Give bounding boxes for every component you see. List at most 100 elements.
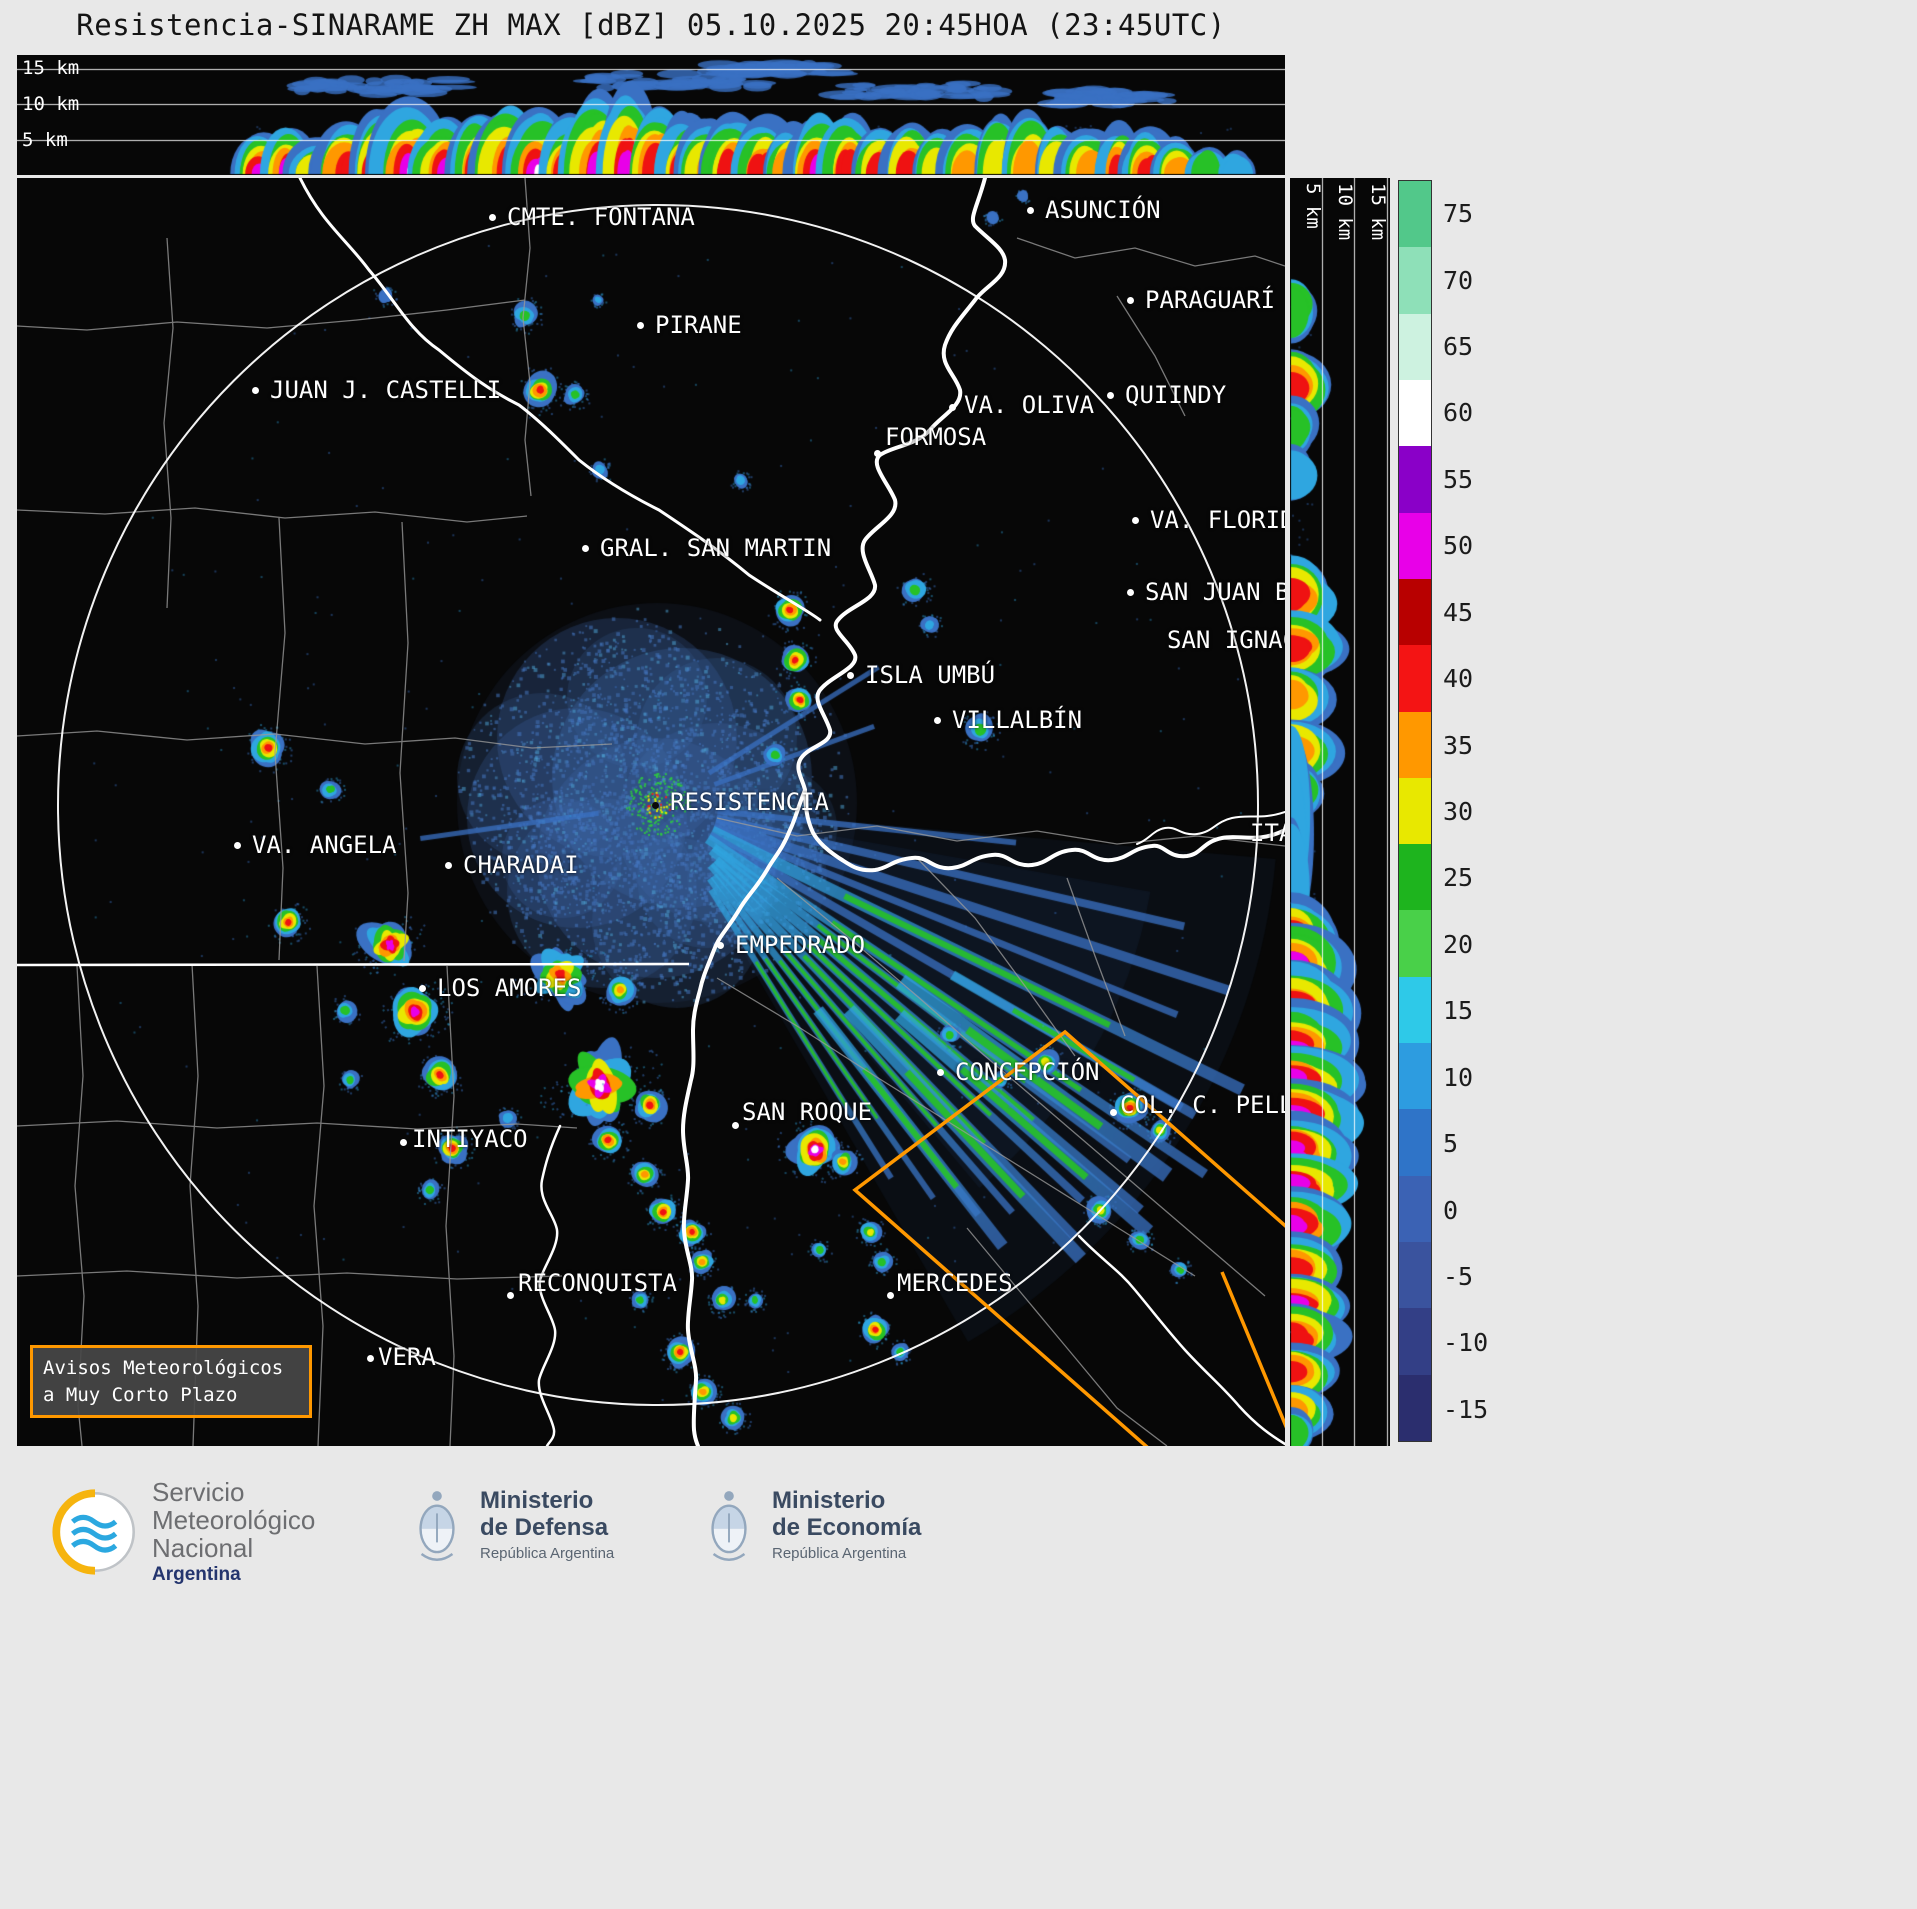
city-dot	[873, 449, 881, 457]
colorbar-tick: 65	[1443, 332, 1474, 362]
city-dot	[651, 801, 659, 809]
economia-sub: República Argentina	[772, 1545, 907, 1563]
city-label: VA. FLORIDA	[1150, 506, 1285, 534]
height-label-5km-right: 5 km	[1302, 183, 1324, 229]
colorbar-tick: 25	[1443, 863, 1474, 893]
province-border-line	[17, 962, 690, 967]
warning-legend-line-1: Avisos Meteorológicos	[43, 1357, 284, 1379]
colorbar-segment	[1399, 578, 1431, 646]
height-label-10km-right: 10 km	[1334, 183, 1356, 241]
city-label: JUAN J. CASTELLI	[270, 376, 502, 404]
colorbar-segment	[1399, 379, 1431, 447]
colorbar-segment	[1399, 313, 1431, 380]
city-label: LOS AMORES	[437, 974, 582, 1002]
city-dot	[846, 671, 854, 679]
city-label: VA. ANGELA	[252, 831, 397, 859]
city-dot	[936, 1068, 944, 1076]
city-dot	[418, 984, 426, 992]
coat-of-arms-icon	[419, 1491, 455, 1562]
colorbar-tick: 30	[1443, 797, 1474, 826]
colorbar-tick: 40	[1443, 664, 1474, 694]
colorbar-tick: 55	[1443, 464, 1474, 494]
city-dot	[233, 841, 241, 849]
ministerio-economia-block: Ministerio de Economía República Argenti…	[700, 1484, 921, 1566]
colorbar-segment	[1399, 1308, 1431, 1375]
city-label: PARAGUARÍ	[1145, 286, 1276, 314]
city-label: CONCEPCIÓN	[955, 1058, 1100, 1086]
city-label: VILLALBÍN	[952, 706, 1083, 734]
smn-line-1: Servicio	[152, 1477, 245, 1507]
city-label: RECONQUISTA	[518, 1269, 677, 1297]
height-label-15km: 15 km	[22, 57, 80, 79]
city-label: GRAL. SAN MARTIN	[600, 534, 832, 562]
height-label-15km-right: 15 km	[1367, 183, 1389, 241]
warning-polygon	[852, 1029, 1285, 1446]
colorbar-segment	[1399, 181, 1431, 248]
height-label-5km: 5 km	[22, 129, 68, 151]
ministerio-economia-text: Ministerio de Economía República Argenti…	[772, 1487, 922, 1563]
city-label: ASUNCIÓN	[1045, 196, 1161, 224]
defensa-sub: República Argentina	[480, 1545, 615, 1563]
colorbar-segment	[1399, 976, 1431, 1044]
colorbar-tick: 35	[1443, 730, 1474, 760]
colorbar-segment	[1399, 1109, 1431, 1176]
radar-range-circle	[57, 204, 1259, 1406]
city-dot	[251, 386, 259, 394]
city-dot	[399, 1138, 407, 1146]
footer: Servicio Meteorológico Nacional Argentin…	[0, 1478, 1917, 1598]
colorbar-segment	[1399, 844, 1431, 911]
city-label: VERA	[378, 1343, 436, 1371]
city-dot	[1131, 516, 1139, 524]
smn-text: Servicio Meteorológico Nacional Argentin…	[152, 1478, 315, 1586]
smn-country: Argentina	[152, 1564, 241, 1586]
city-label: VA. OLIVA	[964, 391, 1095, 419]
colorbar-tick: 5	[1443, 1129, 1459, 1159]
colorbar-tick: -10	[1443, 1328, 1489, 1358]
city-label: SAN ROQUE	[742, 1098, 873, 1126]
coat-of-arms-icon	[711, 1491, 747, 1562]
city-label: CMTE. FONTANA	[507, 203, 695, 231]
colorbar-segment	[1399, 446, 1431, 513]
admin-boundaries	[17, 178, 1285, 1446]
warning-legend-line-2: a Muy Corto Plazo	[43, 1383, 238, 1406]
height-label-10km: 10 km	[22, 93, 80, 115]
city-label: SAN JUAN BAUTISTA	[1145, 578, 1285, 606]
defensa-line-2: de Defensa	[480, 1513, 609, 1541]
city-label: SAN IGNACIO	[1167, 626, 1285, 654]
city-dot	[506, 1291, 514, 1299]
colorbar-segment	[1399, 645, 1431, 712]
colorbar-tick: 75	[1443, 199, 1474, 229]
city-dot	[636, 321, 644, 329]
economia-line-2: de Economía	[772, 1513, 922, 1541]
smn-logo-block: Servicio Meteorológico Nacional Argentin…	[52, 1478, 315, 1586]
city-dot	[1026, 206, 1034, 214]
dbz-colorbar	[1398, 180, 1432, 1442]
colorbar-segment	[1399, 711, 1431, 778]
colorbar-tick: 45	[1443, 597, 1474, 627]
smn-line-2: Meteorológico	[152, 1505, 316, 1536]
colorbar-segment	[1399, 1043, 1431, 1110]
city-label: EMPEDRADO	[735, 931, 866, 959]
colorbar-tick: 10	[1443, 1062, 1474, 1092]
colorbar-segment	[1399, 512, 1431, 579]
city-label: PIRANE	[655, 311, 742, 339]
right-cross-section-panel: 5 km 10 km 15 km	[1290, 178, 1390, 1446]
colorbar-tick: 60	[1443, 398, 1474, 428]
city-dot	[731, 1121, 739, 1129]
colorbar-segment	[1399, 1374, 1431, 1441]
smn-logo-icon	[52, 1489, 135, 1575]
city-dot	[488, 213, 496, 221]
top-cross-section-panel: 15 km 10 km 5 km	[17, 55, 1285, 175]
defensa-line-1: Ministerio	[480, 1486, 594, 1514]
colorbar-segment	[1399, 1242, 1431, 1309]
colorbar-segment	[1399, 1175, 1431, 1242]
colorbar-tick: 20	[1443, 929, 1474, 959]
city-dot	[366, 1354, 374, 1362]
right-cross-section-canvas	[1290, 178, 1390, 1446]
city-dot	[581, 544, 589, 552]
city-label: ITATÍ	[1250, 819, 1285, 847]
city-dot	[444, 861, 452, 869]
city-label: COL. C. PELLEGRINI	[1120, 1091, 1285, 1119]
city-label: FORMOSA	[885, 423, 987, 451]
